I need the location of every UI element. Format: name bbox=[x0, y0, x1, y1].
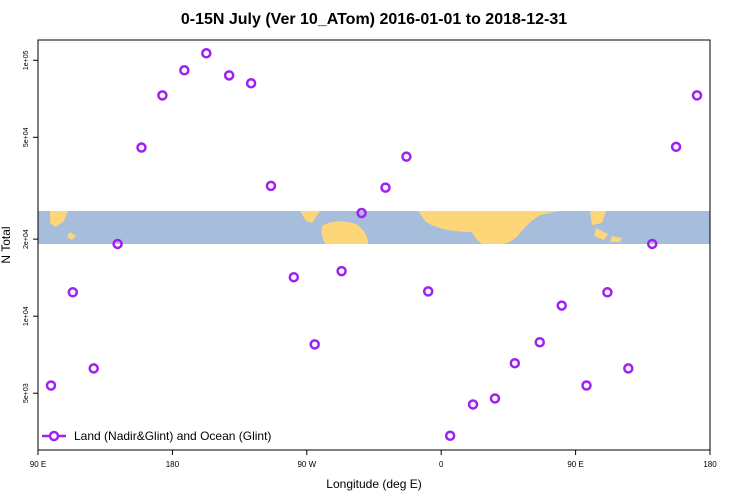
point bbox=[623, 363, 634, 374]
point bbox=[670, 141, 682, 153]
point bbox=[201, 48, 212, 59]
y-tick-label: 1e+05 bbox=[23, 50, 30, 70]
point bbox=[356, 207, 367, 219]
point bbox=[422, 286, 434, 297]
point bbox=[401, 151, 412, 162]
x-tick-label: 90 W bbox=[297, 460, 316, 469]
map-band bbox=[38, 211, 710, 244]
y-tick-label: 2e+04 bbox=[23, 229, 30, 249]
point bbox=[288, 271, 300, 283]
point bbox=[602, 287, 613, 298]
point bbox=[444, 430, 456, 442]
legend-label: Land (Nadir&Glint) and Ocean (Glint) bbox=[74, 429, 271, 443]
legend-marker bbox=[48, 430, 60, 442]
point bbox=[223, 70, 235, 81]
point bbox=[67, 287, 79, 298]
x-tick-label: 90 E bbox=[30, 460, 46, 469]
x-tick-label: 180 bbox=[166, 460, 180, 469]
point bbox=[245, 78, 257, 89]
point bbox=[380, 182, 391, 193]
point bbox=[136, 142, 147, 153]
point bbox=[336, 265, 347, 277]
point bbox=[534, 336, 546, 348]
x-tick-label: 180 bbox=[703, 460, 717, 469]
point bbox=[88, 363, 99, 374]
x-axis-label: Longitude (deg E) bbox=[326, 477, 421, 491]
y-tick-label: 1e+04 bbox=[23, 306, 30, 326]
point bbox=[509, 357, 521, 369]
point bbox=[646, 238, 658, 250]
point bbox=[467, 399, 479, 410]
point bbox=[45, 380, 57, 391]
y-tick-label: 5e+04 bbox=[23, 127, 30, 147]
plot-frame bbox=[37, 39, 711, 451]
chart-title: 0-15N July (Ver 10_ATom) 2016-01-01 to 2… bbox=[181, 11, 567, 28]
point bbox=[265, 180, 277, 192]
point bbox=[112, 238, 123, 250]
point bbox=[157, 90, 168, 101]
x-tick-label: 90 E bbox=[567, 460, 583, 469]
point bbox=[691, 90, 703, 101]
point bbox=[581, 380, 592, 391]
point bbox=[556, 300, 567, 311]
y-tick-label: 5e+03 bbox=[23, 383, 30, 403]
point bbox=[489, 393, 501, 404]
x-tick-label: 0 bbox=[439, 460, 444, 469]
point bbox=[179, 65, 190, 76]
point bbox=[309, 339, 320, 350]
y-axis-label: N Total bbox=[0, 226, 13, 263]
